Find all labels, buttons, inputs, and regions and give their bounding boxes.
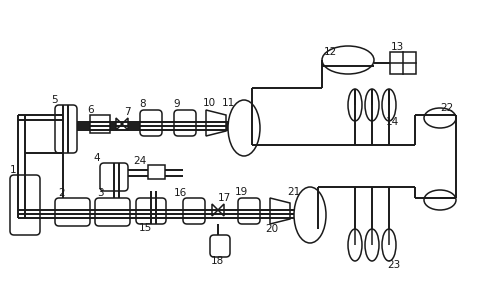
- FancyBboxPatch shape: [174, 110, 196, 136]
- Text: 16: 16: [174, 188, 187, 198]
- Text: 18: 18: [210, 256, 224, 266]
- FancyBboxPatch shape: [183, 198, 205, 224]
- FancyBboxPatch shape: [210, 235, 230, 257]
- Polygon shape: [206, 110, 226, 136]
- Polygon shape: [218, 204, 224, 216]
- Text: 17: 17: [217, 193, 230, 203]
- Polygon shape: [116, 118, 122, 130]
- Text: 19: 19: [234, 187, 248, 197]
- Bar: [90, 115, 110, 133]
- Polygon shape: [122, 118, 128, 130]
- Text: 6: 6: [88, 105, 94, 115]
- Ellipse shape: [382, 229, 396, 261]
- Text: 3: 3: [97, 188, 103, 198]
- Polygon shape: [212, 204, 218, 216]
- Text: 22: 22: [441, 103, 454, 113]
- Ellipse shape: [382, 89, 396, 121]
- FancyBboxPatch shape: [55, 105, 77, 153]
- Ellipse shape: [348, 229, 362, 261]
- Text: 15: 15: [138, 223, 152, 233]
- FancyBboxPatch shape: [55, 198, 90, 226]
- Text: 23: 23: [388, 260, 401, 270]
- FancyBboxPatch shape: [136, 198, 166, 224]
- Ellipse shape: [348, 89, 362, 121]
- Text: 4: 4: [94, 153, 100, 163]
- Ellipse shape: [228, 100, 260, 156]
- Ellipse shape: [365, 229, 379, 261]
- Polygon shape: [270, 198, 290, 224]
- Text: 12: 12: [323, 47, 336, 57]
- Bar: [148, 165, 165, 179]
- FancyBboxPatch shape: [100, 163, 128, 191]
- Text: 20: 20: [266, 224, 279, 234]
- Text: 10: 10: [202, 98, 215, 108]
- Ellipse shape: [294, 187, 326, 243]
- Bar: [390, 52, 416, 74]
- Ellipse shape: [424, 190, 456, 210]
- Text: 13: 13: [390, 42, 403, 52]
- Text: 7: 7: [124, 107, 130, 117]
- Text: 5: 5: [52, 95, 58, 105]
- Text: 24: 24: [134, 156, 147, 166]
- Ellipse shape: [424, 108, 456, 128]
- Text: 9: 9: [174, 99, 180, 109]
- FancyBboxPatch shape: [10, 175, 40, 235]
- Ellipse shape: [365, 89, 379, 121]
- Text: 21: 21: [287, 187, 301, 197]
- Text: 2: 2: [59, 188, 66, 198]
- Text: 11: 11: [221, 98, 235, 108]
- FancyBboxPatch shape: [95, 198, 130, 226]
- Text: 14: 14: [386, 117, 399, 127]
- Text: 1: 1: [10, 165, 16, 175]
- Ellipse shape: [322, 46, 374, 74]
- Text: 8: 8: [140, 99, 147, 109]
- FancyBboxPatch shape: [140, 110, 162, 136]
- FancyBboxPatch shape: [238, 198, 260, 224]
